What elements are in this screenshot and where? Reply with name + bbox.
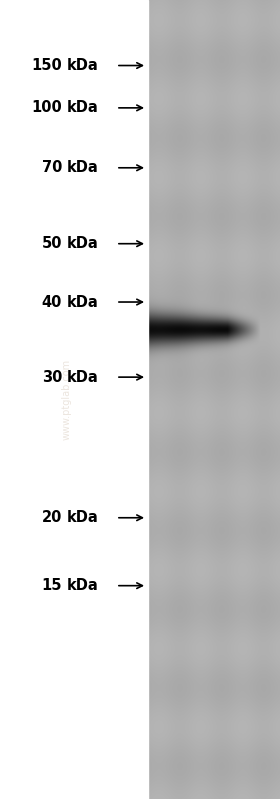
Text: kDa: kDa	[67, 161, 99, 175]
Text: kDa: kDa	[67, 295, 99, 309]
Text: www.ptglab.com: www.ptglab.com	[62, 359, 72, 440]
Text: kDa: kDa	[67, 578, 99, 593]
Text: 70: 70	[42, 161, 62, 175]
Text: 20: 20	[42, 511, 62, 525]
Text: 30: 30	[42, 370, 62, 384]
Text: kDa: kDa	[67, 101, 99, 115]
Text: kDa: kDa	[67, 58, 99, 73]
Bar	[0, 0, 148, 799]
Text: kDa: kDa	[67, 237, 99, 251]
Text: 40: 40	[42, 295, 62, 309]
Text: 15: 15	[41, 578, 62, 593]
Text: 50: 50	[41, 237, 62, 251]
Text: 150: 150	[31, 58, 62, 73]
Text: kDa: kDa	[67, 511, 99, 525]
Text: 100: 100	[31, 101, 62, 115]
Text: kDa: kDa	[67, 370, 99, 384]
